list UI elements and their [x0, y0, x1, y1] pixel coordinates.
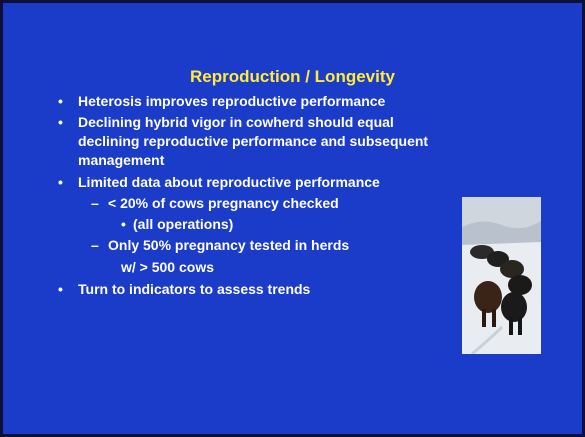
bullet-marker: • [58, 92, 63, 110]
cattle-photo [462, 197, 541, 354]
bullet-text: Heterosis improves reproductive performa… [78, 92, 385, 110]
bullet-text: management [78, 151, 164, 169]
bullet-marker: – [91, 236, 99, 254]
bullet-text: (all operations) [133, 215, 233, 233]
bullet-marker: • [58, 113, 63, 131]
bullet-text: w/ > 500 cows [121, 258, 214, 276]
bullet-text: Only 50% pregnancy tested in herds [108, 236, 349, 254]
bullet-text: Declining hybrid vigor in cowherd should… [78, 113, 394, 131]
bullet-text: declining reproductive performance and s… [78, 132, 428, 150]
bullet-text: < 20% of cows pregnancy checked [108, 194, 339, 212]
bullet-marker: • [58, 280, 63, 298]
slide-title: Reproduction / Longevity [3, 67, 582, 87]
bullet-marker: – [91, 194, 99, 212]
bullet-marker: • [121, 215, 126, 233]
bullet-text: Turn to indicators to assess trends [78, 280, 310, 298]
bullet-text: Limited data about reproductive performa… [78, 173, 380, 191]
slide: Reproduction / Longevity • Heterosis impr… [0, 0, 585, 437]
bullet-marker: • [58, 173, 63, 191]
